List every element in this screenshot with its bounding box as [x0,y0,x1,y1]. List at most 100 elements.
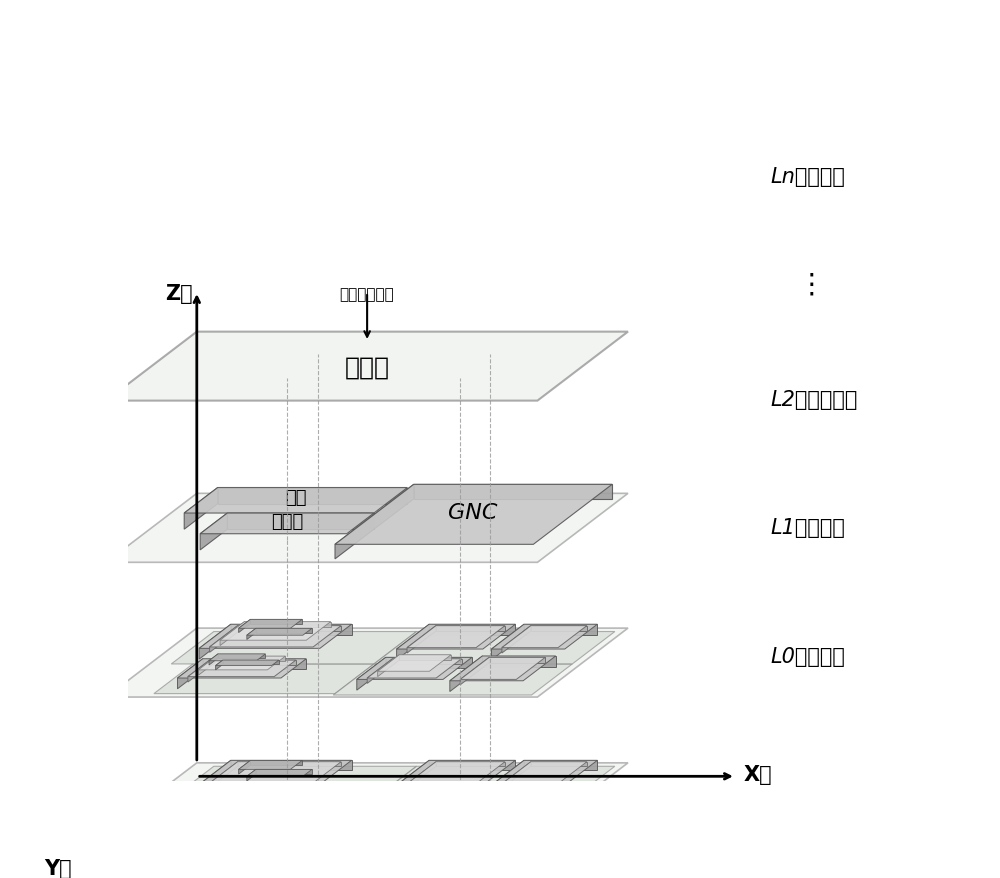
Polygon shape [220,622,244,646]
Text: Z轴: Z轴 [165,284,193,304]
Polygon shape [250,760,302,766]
Polygon shape [460,658,545,680]
Text: X轴: X轴 [744,764,772,784]
Text: 航天器: 航天器 [345,355,390,378]
Polygon shape [386,658,472,668]
Polygon shape [407,762,505,784]
Text: ⋮: ⋮ [797,270,825,299]
Polygon shape [209,654,218,666]
Polygon shape [199,760,352,785]
Polygon shape [374,632,615,664]
Polygon shape [491,624,524,660]
Polygon shape [184,488,218,529]
Polygon shape [489,794,545,798]
Polygon shape [460,658,489,685]
Polygon shape [203,659,306,670]
Polygon shape [407,762,436,788]
Polygon shape [489,658,545,663]
Polygon shape [502,626,587,648]
Polygon shape [357,794,472,816]
Polygon shape [106,629,628,697]
Polygon shape [198,657,216,675]
Polygon shape [200,514,374,534]
Polygon shape [188,660,210,682]
Polygon shape [216,657,285,662]
Polygon shape [524,760,597,770]
Polygon shape [436,762,505,766]
Polygon shape [203,795,306,804]
Polygon shape [177,659,203,689]
Polygon shape [450,656,482,692]
Polygon shape [414,485,612,500]
Polygon shape [199,760,231,794]
Polygon shape [367,795,462,814]
Text: 测控: 测控 [286,489,307,507]
Polygon shape [460,794,489,820]
Polygon shape [502,626,531,653]
Polygon shape [386,794,472,802]
Polygon shape [239,760,250,774]
Polygon shape [209,654,265,661]
Text: Y轴: Y轴 [44,858,71,877]
Polygon shape [199,624,352,649]
Polygon shape [218,654,265,658]
Polygon shape [393,659,462,665]
Polygon shape [482,792,556,802]
Polygon shape [491,760,524,795]
Polygon shape [397,760,515,785]
Polygon shape [188,796,296,813]
Polygon shape [374,766,615,799]
Polygon shape [106,763,628,831]
Polygon shape [250,620,302,624]
Polygon shape [335,485,612,544]
Polygon shape [209,795,265,802]
Polygon shape [210,626,341,647]
Polygon shape [210,660,296,666]
Polygon shape [407,626,436,653]
Polygon shape [200,514,227,551]
Polygon shape [357,658,472,680]
Polygon shape [429,760,515,770]
Polygon shape [188,796,210,817]
Polygon shape [450,656,556,681]
Polygon shape [531,626,587,631]
Polygon shape [171,766,416,799]
Polygon shape [154,799,374,829]
Polygon shape [397,624,429,660]
Polygon shape [199,624,231,659]
Polygon shape [524,624,597,636]
Polygon shape [450,792,556,817]
Text: L2：分系统层: L2：分系统层 [770,390,858,409]
Polygon shape [238,762,341,766]
Polygon shape [333,664,572,695]
Polygon shape [210,796,296,801]
Text: Ln：系统层: Ln：系统层 [770,166,845,186]
Polygon shape [106,493,628,563]
Polygon shape [429,624,515,636]
Polygon shape [247,769,256,781]
Polygon shape [247,629,312,636]
Polygon shape [216,802,279,807]
Polygon shape [397,760,429,795]
Polygon shape [177,659,306,678]
Polygon shape [247,769,312,776]
Polygon shape [223,660,279,665]
Polygon shape [188,660,296,677]
Polygon shape [177,795,306,814]
Polygon shape [209,795,218,807]
Polygon shape [216,660,223,670]
Polygon shape [502,762,531,788]
Polygon shape [407,626,505,648]
Polygon shape [367,659,462,678]
Polygon shape [482,656,556,667]
Polygon shape [357,794,386,825]
Polygon shape [460,794,545,816]
Polygon shape [378,655,399,677]
Polygon shape [367,795,393,819]
Polygon shape [491,760,597,785]
Polygon shape [223,802,279,806]
Polygon shape [210,762,238,788]
Polygon shape [227,514,374,529]
Polygon shape [238,626,341,631]
Polygon shape [531,762,587,766]
